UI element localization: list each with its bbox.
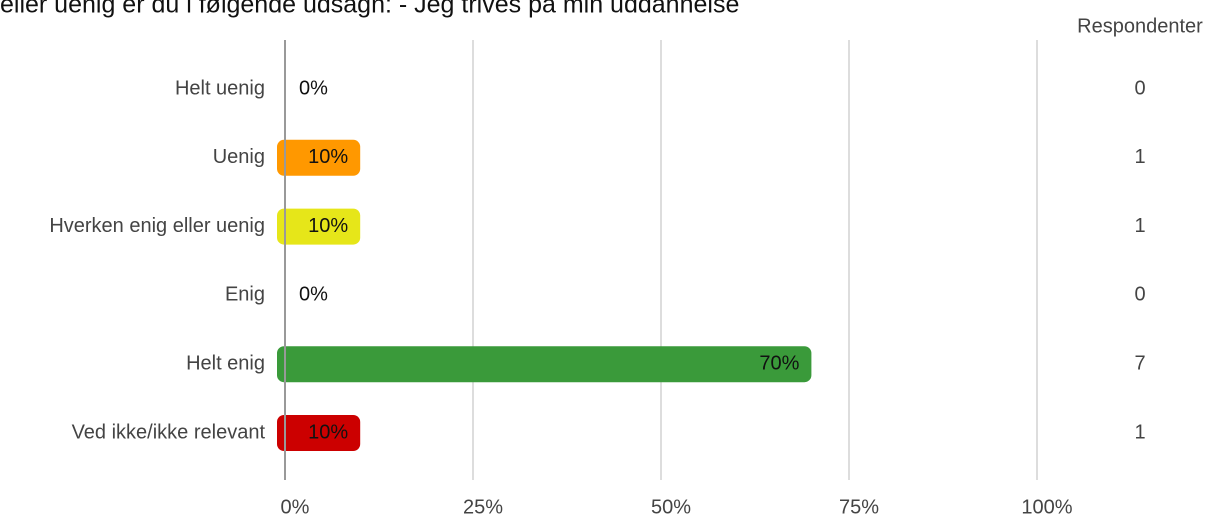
y-tick-label: Enig — [225, 284, 265, 306]
respondent-count: 0 — [1134, 77, 1145, 99]
respondent-count: 7 — [1134, 352, 1145, 374]
bar — [277, 208, 361, 245]
value-label: 0% — [299, 77, 328, 99]
respondent-count: 1 — [1134, 215, 1145, 237]
chart-title: eller uenig er du i følgende udsagn: - J… — [0, 0, 739, 19]
value-label: 10% — [308, 146, 348, 168]
bar — [277, 346, 812, 383]
bar — [277, 415, 361, 451]
respondent-count: 0 — [1134, 284, 1145, 306]
y-tick-label: Ved ikke/ikke relevant — [72, 421, 266, 443]
y-tick-label: Hverken enig eller uenig — [49, 215, 265, 237]
value-label: 70% — [759, 352, 799, 374]
x-tick-label: 50% — [651, 496, 691, 516]
x-tick-label: 100% — [1021, 496, 1072, 516]
respondent-count: 1 — [1134, 421, 1145, 443]
y-tick-label: Helt enig — [186, 352, 265, 374]
y-tick-label: Uenig — [213, 146, 265, 168]
x-tick-label: 25% — [463, 496, 503, 516]
value-label: 10% — [308, 215, 348, 237]
bar — [277, 139, 361, 176]
x-tick-label: 75% — [839, 496, 879, 516]
value-label: 10% — [308, 421, 348, 443]
y-tick-label: Helt uenig — [175, 77, 265, 99]
respondent-count: 1 — [1134, 146, 1145, 168]
x-tick-label: 0% — [281, 496, 310, 516]
respondents-header: Respondenter — [1077, 15, 1203, 37]
value-label: 0% — [299, 284, 328, 306]
